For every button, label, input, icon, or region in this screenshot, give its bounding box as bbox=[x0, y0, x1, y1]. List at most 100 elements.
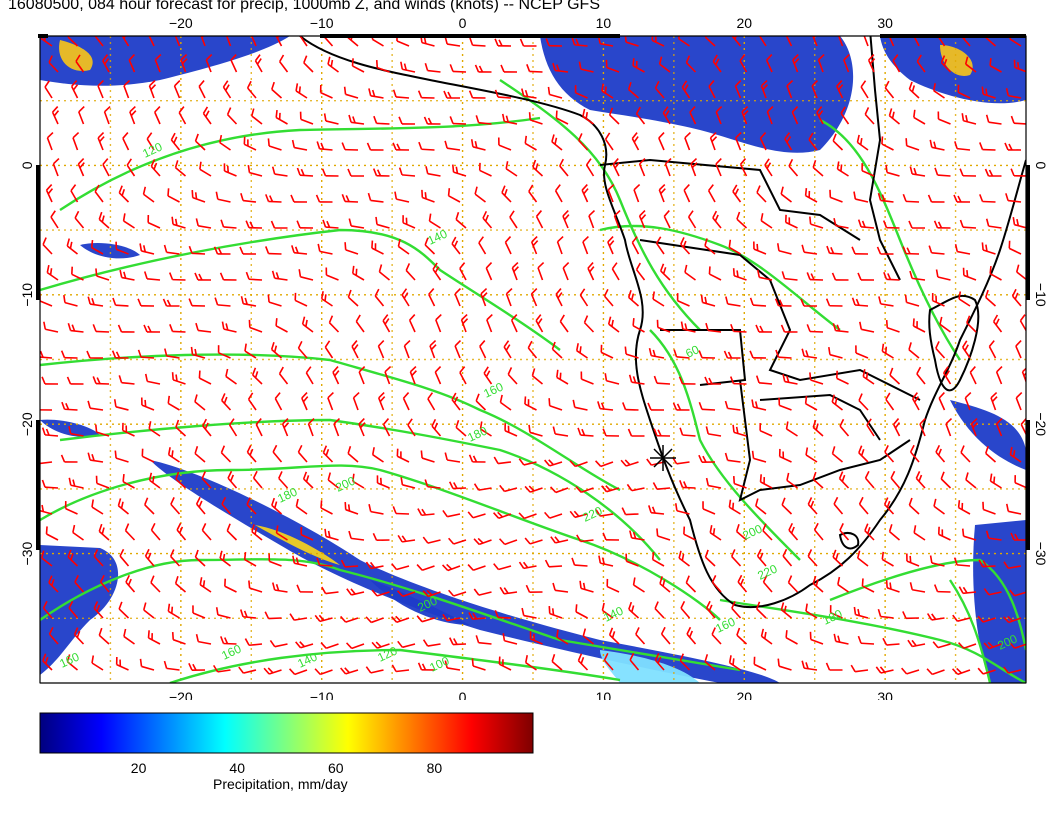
wind-barb bbox=[751, 450, 767, 463]
wind-barb bbox=[524, 135, 537, 151]
wind-barb bbox=[224, 578, 237, 593]
wind-barb bbox=[48, 575, 59, 593]
wind-barb bbox=[800, 298, 818, 307]
wind-barb bbox=[113, 399, 129, 411]
wind-barb bbox=[427, 392, 436, 411]
wind-barb bbox=[601, 602, 614, 619]
wind-barb bbox=[890, 470, 901, 489]
wind-barb bbox=[448, 481, 467, 490]
wind-barb bbox=[601, 485, 620, 493]
axis-tick-marks bbox=[36, 34, 1030, 684]
wind-barb bbox=[801, 348, 818, 359]
wind-barb bbox=[552, 582, 569, 593]
wind-barb bbox=[478, 162, 492, 177]
wind-barb bbox=[468, 612, 486, 620]
wind-barb bbox=[529, 631, 543, 645]
colorbar-ramp bbox=[39, 712, 534, 754]
wind-barb bbox=[762, 523, 773, 541]
wind-barb bbox=[98, 523, 110, 541]
wind-barb bbox=[102, 54, 110, 73]
colorbar-tick-label: 20 bbox=[131, 760, 147, 776]
wind-barb bbox=[174, 576, 187, 593]
wind-barb bbox=[214, 297, 231, 307]
wind-barb bbox=[397, 238, 410, 255]
wind-barb bbox=[940, 55, 952, 73]
wind-barb bbox=[502, 633, 518, 645]
wind-barb bbox=[902, 246, 920, 255]
wind-barb bbox=[344, 502, 359, 515]
wind-barb bbox=[812, 575, 824, 593]
wind-barb bbox=[271, 497, 283, 515]
wind-barb bbox=[219, 550, 231, 567]
wind-barb bbox=[115, 656, 129, 671]
wind-barb bbox=[857, 272, 875, 281]
wind-barb bbox=[736, 211, 748, 229]
wind-barb bbox=[400, 477, 416, 489]
wind-barb bbox=[632, 58, 645, 73]
x-tick-label-top: 30 bbox=[877, 15, 893, 31]
wind-barb bbox=[816, 106, 824, 125]
precip-area bbox=[950, 400, 1026, 470]
wind-barb bbox=[933, 220, 951, 229]
wind-barb bbox=[298, 269, 314, 281]
wind-barb bbox=[270, 342, 283, 359]
wind-barb bbox=[325, 267, 339, 281]
wind-barb bbox=[473, 483, 492, 491]
wind-barb bbox=[480, 287, 488, 307]
wind-barb bbox=[962, 340, 971, 359]
wind-barb bbox=[72, 131, 80, 151]
wind-barb bbox=[447, 188, 461, 203]
wind-barb bbox=[625, 553, 639, 567]
wind-barb bbox=[932, 83, 945, 99]
wind-barb bbox=[1009, 589, 1026, 597]
wind-barb bbox=[192, 605, 206, 619]
wind-barb bbox=[943, 366, 952, 385]
wind-barb bbox=[753, 241, 767, 255]
wind-barb bbox=[577, 133, 589, 151]
wind-barb bbox=[42, 237, 53, 255]
wind-barb bbox=[680, 600, 691, 619]
wind-barb bbox=[705, 426, 722, 437]
wind-barb bbox=[709, 525, 722, 541]
wind-barb bbox=[392, 506, 410, 515]
wind-barb bbox=[730, 549, 742, 567]
wind-barb bbox=[755, 375, 773, 385]
wind-barb bbox=[163, 244, 180, 255]
wind-barb bbox=[44, 80, 53, 99]
wind-barb bbox=[382, 314, 391, 333]
wind-barb bbox=[194, 272, 212, 281]
wind-barb bbox=[72, 524, 84, 541]
wind-barb bbox=[853, 606, 869, 619]
wind-barb bbox=[371, 641, 390, 649]
wind-barb bbox=[926, 668, 945, 676]
wind-barb bbox=[225, 36, 232, 47]
wind-barb bbox=[482, 210, 493, 229]
wind-barb bbox=[653, 428, 671, 437]
precip-area bbox=[540, 36, 854, 153]
wind-barb bbox=[982, 501, 996, 515]
wind-barb bbox=[581, 183, 589, 203]
wind-barb bbox=[195, 496, 206, 515]
wind-barb bbox=[251, 524, 263, 541]
wind-barb bbox=[94, 184, 104, 203]
wind-barb bbox=[677, 36, 690, 47]
wind-barb bbox=[954, 243, 971, 255]
wind-barb bbox=[832, 133, 844, 151]
wind-barb bbox=[117, 498, 130, 515]
wind-barb bbox=[680, 237, 691, 255]
coastline bbox=[738, 379, 911, 502]
wind-barb bbox=[883, 271, 900, 281]
wind-barb bbox=[70, 184, 79, 203]
wind-barb bbox=[77, 157, 85, 177]
wind-barb bbox=[448, 537, 467, 545]
wind-barb bbox=[575, 343, 588, 359]
wind-barb bbox=[451, 392, 461, 411]
wind-barb bbox=[407, 418, 416, 437]
wind-barb bbox=[469, 37, 486, 47]
wind-barb bbox=[651, 551, 665, 567]
precip-area bbox=[370, 580, 470, 625]
wind-barb bbox=[1004, 142, 1022, 151]
wind-barb bbox=[251, 108, 263, 125]
wind-barb bbox=[551, 341, 563, 359]
wind-barb bbox=[150, 575, 161, 593]
